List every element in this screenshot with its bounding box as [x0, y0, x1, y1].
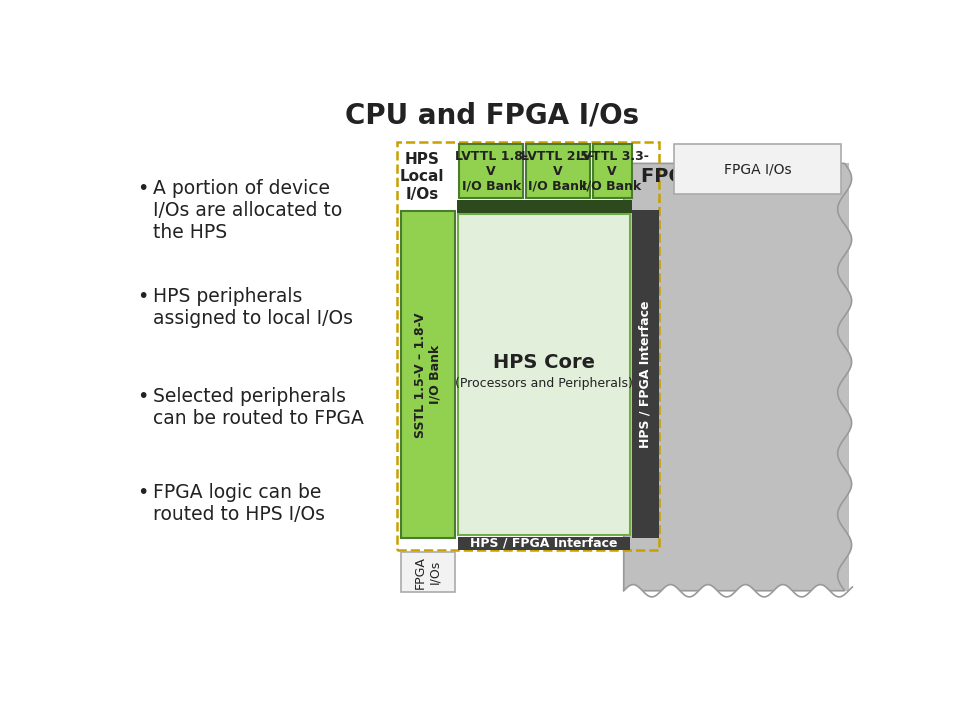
Text: SSTL 1.5-V – 1.8-V
I/O Bank: SSTL 1.5-V – 1.8-V I/O Bank: [414, 312, 442, 438]
Bar: [457, 200, 632, 212]
Bar: [674, 144, 841, 194]
Text: LVTTL 1.8-
V
I/O Bank: LVTTL 1.8- V I/O Bank: [455, 150, 528, 192]
Text: FPGA I/Os: FPGA I/Os: [724, 162, 791, 176]
Text: •: •: [137, 179, 149, 198]
Bar: [592, 144, 632, 198]
Polygon shape: [624, 163, 852, 590]
Text: FPGA logic can be
routed to HPS I/Os: FPGA logic can be routed to HPS I/Os: [153, 483, 324, 524]
Bar: [460, 144, 523, 198]
Bar: [526, 144, 589, 198]
Text: •: •: [137, 387, 149, 405]
Text: •: •: [137, 483, 149, 502]
Text: HPS Core: HPS Core: [492, 354, 595, 372]
Bar: [458, 215, 630, 534]
Bar: [400, 552, 455, 593]
Text: (Processors and Peripherals): (Processors and Peripherals): [455, 377, 633, 390]
Text: HPS peripherals
assigned to local I/Os: HPS peripherals assigned to local I/Os: [153, 287, 352, 328]
Text: LVTTL 3.3-
V
I/O Bank: LVTTL 3.3- V I/O Bank: [576, 150, 649, 192]
Text: HPS
Local
I/Os: HPS Local I/Os: [400, 152, 444, 202]
Bar: [397, 142, 659, 550]
Polygon shape: [624, 585, 852, 614]
Text: •: •: [137, 287, 149, 305]
Text: HPS / FPGA Interface: HPS / FPGA Interface: [638, 300, 652, 448]
Text: Selected peripherals
can be routed to FPGA: Selected peripherals can be routed to FP…: [153, 387, 364, 428]
Text: CPU and FPGA I/Os: CPU and FPGA I/Os: [345, 102, 639, 130]
Bar: [458, 537, 630, 550]
Bar: [624, 163, 849, 590]
Text: HPS / FPGA Interface: HPS / FPGA Interface: [470, 537, 617, 550]
Text: LVTTL 2.5-
V
I/O Bank: LVTTL 2.5- V I/O Bank: [521, 150, 594, 192]
Text: FPGA
I/Os: FPGA I/Os: [414, 556, 442, 589]
Bar: [632, 210, 659, 539]
Bar: [400, 211, 455, 539]
Text: FPGA Fabric: FPGA Fabric: [641, 167, 773, 186]
Text: A portion of device
I/Os are allocated to
the HPS: A portion of device I/Os are allocated t…: [153, 179, 342, 242]
